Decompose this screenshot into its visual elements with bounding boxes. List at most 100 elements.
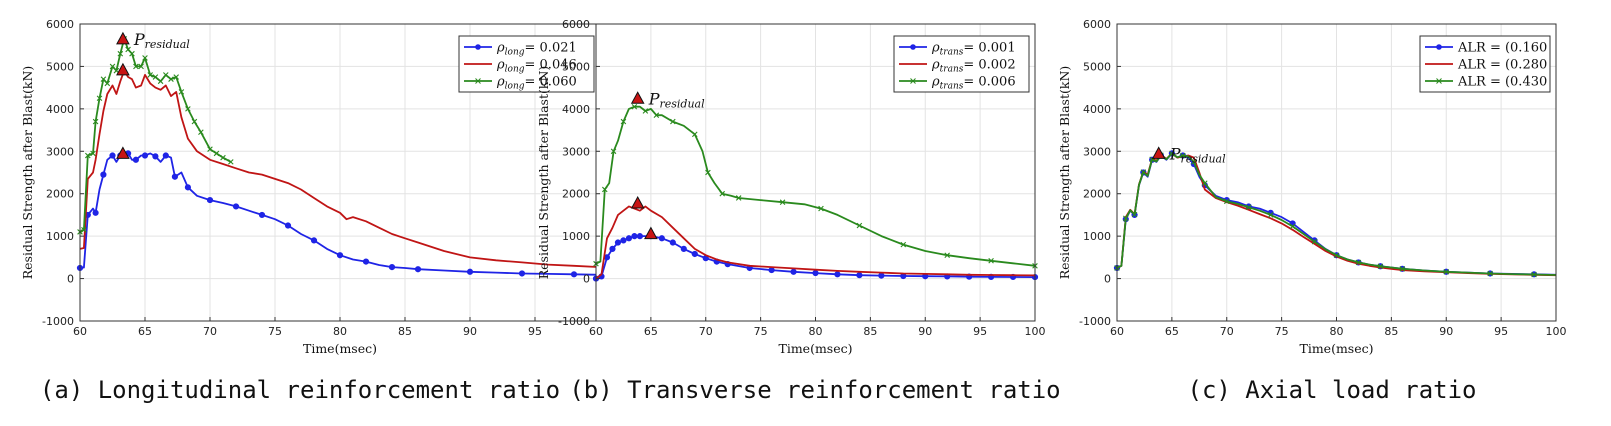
data-point-green bbox=[207, 146, 213, 152]
legend-subscript: long bbox=[505, 65, 525, 75]
x-tick-label: 80 bbox=[1330, 325, 1344, 338]
data-point-green bbox=[1377, 263, 1384, 270]
data-point-green bbox=[173, 74, 179, 80]
x-axis-label: Time(msec) bbox=[1299, 341, 1373, 356]
legend-value: ALR = (0.280 bbox=[1457, 58, 1547, 73]
data-point-cross bbox=[601, 186, 608, 193]
data-point-blue bbox=[284, 222, 292, 229]
data-point-green bbox=[129, 50, 135, 57]
data-point-green bbox=[620, 118, 627, 125]
data-point-cross bbox=[1202, 180, 1208, 186]
legend-label: ρlong= 0.046 bbox=[496, 58, 577, 75]
data-point-green bbox=[104, 80, 111, 87]
data-point-cross bbox=[856, 222, 863, 229]
data-point-green bbox=[1355, 259, 1362, 266]
x-tick-label: 60 bbox=[589, 325, 603, 338]
legend-symbol: ρ bbox=[931, 75, 940, 90]
chart-panel-a: Presidual 60 65 70 75 80 85 90 95 -1000 0 1000 2000 3… bbox=[20, 18, 601, 356]
legend-marker bbox=[1436, 44, 1442, 50]
x-tick-label: 90 bbox=[918, 325, 932, 338]
data-point-cross bbox=[1191, 159, 1197, 165]
data-point-green bbox=[96, 95, 103, 102]
x-tick-label: 60 bbox=[73, 325, 87, 338]
x-tick-label: 65 bbox=[138, 325, 152, 338]
data-point-blue bbox=[388, 264, 396, 271]
data-point-cross bbox=[610, 148, 617, 155]
data-point-cross bbox=[653, 112, 660, 119]
y-tick-label: 1000 bbox=[46, 230, 74, 243]
y-tick-label: -1000 bbox=[42, 315, 74, 328]
data-point-green bbox=[610, 148, 617, 155]
residual-marker bbox=[1151, 146, 1166, 159]
x-tick-label: 95 bbox=[973, 325, 987, 338]
legend-label: ρlong= 0.021 bbox=[496, 41, 577, 58]
data-point-green bbox=[631, 103, 638, 110]
data-point-cross bbox=[207, 146, 213, 152]
data-point-blue bbox=[680, 245, 687, 252]
data-point-cross bbox=[92, 118, 99, 125]
x-tick-label: 95 bbox=[528, 325, 542, 338]
legend-marker bbox=[475, 78, 481, 84]
data-point-green bbox=[642, 108, 649, 114]
x-tick-label: 90 bbox=[463, 325, 477, 338]
data-point-green bbox=[1267, 212, 1274, 218]
data-point-blue bbox=[518, 270, 526, 277]
data-point-cross bbox=[1245, 204, 1252, 211]
residual-marker bbox=[116, 146, 130, 159]
y-tick-label: 2000 bbox=[562, 188, 590, 201]
data-point-cross bbox=[100, 76, 107, 82]
data-point-blue bbox=[620, 237, 627, 244]
annotation-subscript: residual bbox=[145, 38, 191, 51]
data-point-cross bbox=[631, 103, 638, 110]
data-point-blue bbox=[184, 184, 191, 191]
data-point-green bbox=[92, 118, 99, 125]
data-point-blue bbox=[631, 233, 638, 240]
data-point-blue bbox=[856, 272, 863, 279]
data-point-cross bbox=[779, 199, 786, 205]
legend-label: ALR = (0.160 bbox=[1457, 41, 1547, 56]
data-point-green bbox=[117, 50, 124, 57]
data-point-cross bbox=[163, 72, 169, 78]
data-point-cross bbox=[109, 63, 116, 70]
legend-label: ρtrans= 0.001 bbox=[931, 41, 1016, 58]
data-point-green bbox=[185, 106, 191, 112]
data-point-blue bbox=[171, 173, 178, 180]
legend-label: ρtrans= 0.006 bbox=[931, 75, 1016, 92]
legend-value: = 0.006 bbox=[963, 75, 1015, 90]
data-point-green bbox=[1122, 215, 1129, 222]
y-tick-label: 5000 bbox=[562, 60, 590, 73]
data-point-green bbox=[1180, 152, 1186, 159]
legend-symbol: ρ bbox=[496, 41, 505, 56]
data-point-green bbox=[142, 55, 148, 61]
x-tick-label: 95 bbox=[1494, 325, 1508, 338]
series-line-red bbox=[595, 205, 1036, 280]
legend-label: ρtrans= 0.002 bbox=[931, 58, 1016, 75]
data-point-green bbox=[228, 159, 234, 165]
data-point-blue bbox=[310, 237, 318, 244]
data-point-green bbox=[1399, 266, 1406, 272]
data-point-green bbox=[198, 129, 204, 135]
annotation-p-residual: Presidual bbox=[648, 89, 705, 110]
data-point-blue bbox=[414, 266, 422, 273]
data-point-cross bbox=[152, 74, 159, 80]
data-point-green bbox=[1191, 159, 1197, 165]
annotation-symbol: P bbox=[648, 89, 660, 108]
data-point-cross bbox=[157, 78, 164, 85]
x-tick-label: 75 bbox=[1275, 325, 1289, 338]
x-tick-label: 85 bbox=[398, 325, 412, 338]
data-point-cross bbox=[198, 129, 204, 135]
data-point-blue bbox=[625, 235, 633, 242]
data-point-green bbox=[856, 222, 863, 229]
legend-label: ALR = (0.430 bbox=[1457, 75, 1547, 90]
data-point-cross bbox=[104, 80, 111, 87]
data-point-green bbox=[90, 150, 96, 157]
data-point-cross bbox=[117, 50, 124, 57]
data-point-green bbox=[213, 150, 220, 157]
data-point-cross bbox=[213, 150, 220, 157]
data-point-green bbox=[1245, 204, 1252, 211]
data-point-blue bbox=[362, 258, 370, 265]
data-point-green bbox=[1289, 223, 1296, 230]
y-tick-label: 2000 bbox=[1083, 188, 1111, 201]
y-tick-label: 4000 bbox=[1083, 103, 1111, 116]
x-tick-label: 85 bbox=[1384, 325, 1398, 338]
